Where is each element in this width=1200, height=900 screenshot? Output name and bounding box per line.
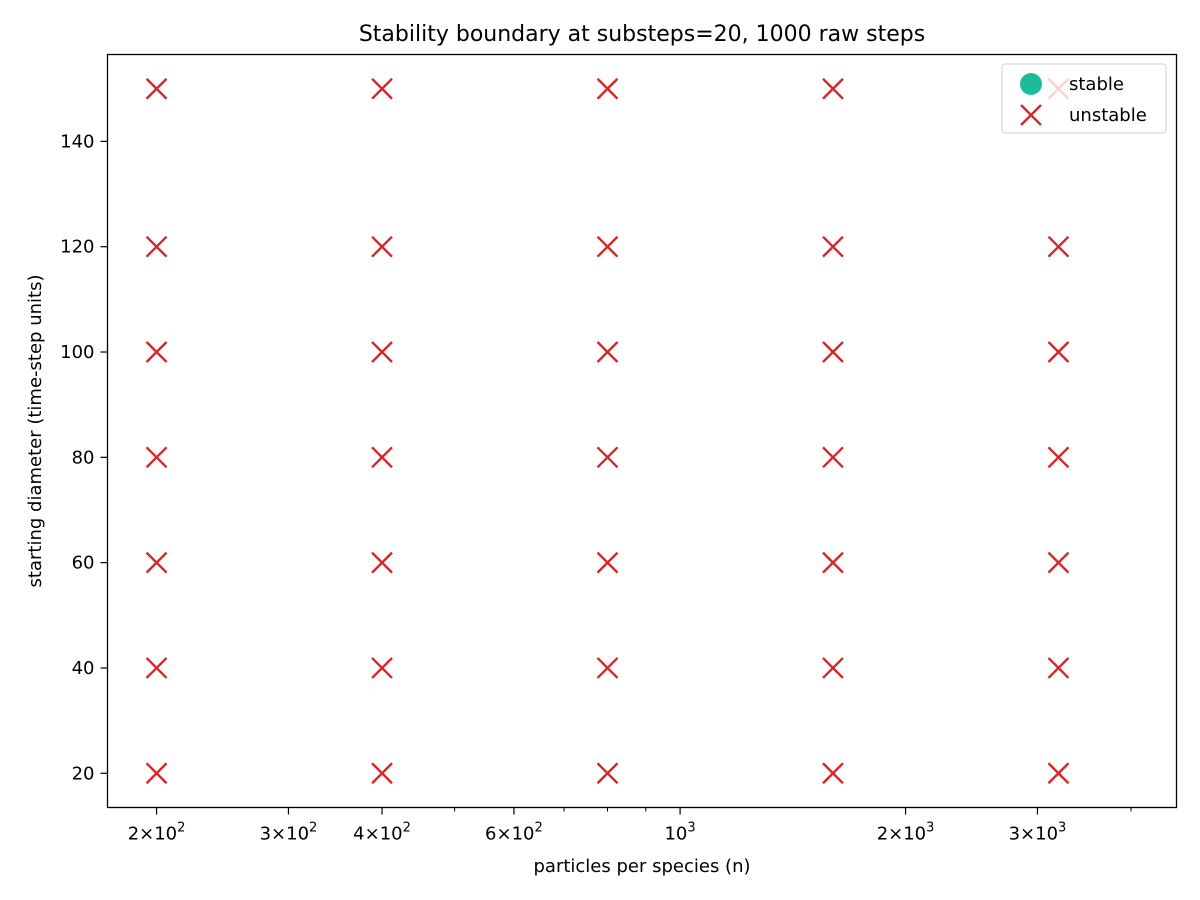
y-tick-label-20: 20	[72, 763, 95, 784]
x-marker-stroke	[371, 341, 393, 363]
data-point-unstable-800-20	[596, 762, 619, 785]
y-tick-label-80: 80	[72, 447, 95, 468]
x-marker-stroke	[596, 77, 619, 100]
data-point-unstable-400-100	[371, 341, 393, 363]
x-tick-label-3000: 3×103	[1009, 821, 1067, 845]
data-point-unstable-800-150	[596, 77, 619, 100]
data-point-unstable-800-100	[596, 341, 619, 363]
data-point-unstable-1600-120	[822, 235, 844, 258]
data-point-unstable-200-100	[145, 341, 168, 363]
x-tick-label-600: 6×102	[485, 821, 543, 845]
data-point-unstable-3200-80	[1047, 446, 1070, 469]
legend-stable-label: stable	[1069, 74, 1124, 95]
data-point-unstable-200-150	[145, 77, 168, 100]
x-marker-stroke	[371, 657, 393, 679]
data-point-unstable-1600-40	[822, 657, 844, 679]
data-point-unstable-800-40	[596, 657, 619, 679]
x-marker-stroke	[371, 551, 393, 574]
legend-unstable-label: unstable	[1069, 105, 1147, 126]
y-axis-label: starting diameter (time-step units)	[25, 275, 46, 588]
x-marker-stroke	[145, 77, 168, 100]
plot-marks	[145, 77, 1070, 785]
x-marker-stroke	[145, 341, 168, 363]
y-tick-label-40: 40	[72, 658, 95, 679]
x-marker-stroke	[145, 551, 168, 574]
x-marker-stroke	[596, 341, 619, 363]
x-marker-stroke	[596, 657, 619, 679]
data-point-unstable-1600-80	[822, 446, 844, 469]
legend: stable unstable	[1001, 63, 1167, 134]
data-point-unstable-200-20	[145, 762, 168, 785]
data-point-unstable-200-80	[145, 446, 168, 469]
y-axis-ticks: 20 40 60 80 100 120 140	[60, 131, 108, 784]
x-marker-stroke	[145, 762, 168, 785]
x-tick-label-1000: 103	[664, 821, 695, 845]
plot-frame	[106, 53, 1178, 809]
x-marker-stroke	[822, 551, 844, 574]
y-tick-label-120: 120	[60, 237, 94, 258]
x-marker-stroke	[1047, 341, 1070, 363]
x-marker-stroke	[822, 341, 844, 363]
x-marker-stroke	[596, 551, 619, 574]
data-point-unstable-400-150	[371, 77, 393, 100]
x-marker-stroke	[822, 77, 844, 100]
data-point-unstable-1600-100	[822, 341, 844, 363]
x-tick-label-300: 3×102	[260, 821, 318, 845]
x-marker-stroke	[822, 446, 844, 469]
x-marker-stroke	[371, 77, 393, 100]
data-point-unstable-800-60	[596, 551, 619, 574]
legend-box	[1001, 63, 1167, 134]
legend-x-stroke	[1020, 104, 1042, 126]
data-point-unstable-800-120	[596, 235, 619, 258]
data-point-unstable-200-40	[145, 657, 168, 679]
data-point-unstable-1600-150	[822, 77, 844, 100]
x-marker-stroke	[145, 657, 168, 679]
x-marker-stroke	[145, 235, 168, 258]
x-marker-stroke	[1047, 657, 1070, 679]
data-point-unstable-1600-60	[822, 551, 844, 574]
x-tick-label-200: 2×102	[128, 821, 186, 845]
data-point-unstable-3200-60	[1047, 551, 1070, 574]
x-marker-stroke	[596, 446, 619, 469]
data-point-unstable-400-80	[371, 446, 393, 469]
x-marker-stroke	[145, 446, 168, 469]
data-point-unstable-3200-100	[1047, 341, 1070, 363]
data-point-unstable-800-80	[596, 446, 619, 469]
data-point-unstable-400-40	[371, 657, 393, 679]
data-point-unstable-200-120	[145, 235, 168, 258]
x-marker-stroke	[371, 235, 393, 258]
y-tick-label-60: 60	[72, 553, 95, 574]
data-point-unstable-3200-120	[1047, 235, 1070, 258]
x-marker-stroke	[1047, 446, 1070, 469]
legend-stable-marker	[1020, 73, 1042, 95]
legend-unstable-marker	[1020, 104, 1042, 126]
data-point-unstable-400-60	[371, 551, 393, 574]
data-point-unstable-400-20	[371, 762, 393, 785]
x-marker-stroke	[822, 235, 844, 258]
x-marker-stroke	[371, 762, 393, 785]
x-marker-stroke	[1047, 235, 1070, 258]
y-tick-label-140: 140	[60, 131, 94, 152]
x-marker-stroke	[1047, 762, 1070, 785]
x-axis-label: particles per species (n)	[533, 856, 750, 877]
x-axis-ticks: 2×102 3×102 4×102 6×102 103 2×103 3×103	[128, 807, 1132, 845]
x-marker-stroke	[822, 762, 844, 785]
x-marker-stroke	[822, 657, 844, 679]
data-point-unstable-400-120	[371, 235, 393, 258]
data-point-unstable-200-60	[145, 551, 168, 574]
x-marker-stroke	[596, 235, 619, 258]
x-marker-stroke	[371, 446, 393, 469]
x-tick-label-400: 4×102	[353, 821, 411, 845]
data-point-unstable-3200-40	[1047, 657, 1070, 679]
data-point-unstable-1600-20	[822, 762, 844, 785]
x-tick-label-2000: 2×103	[877, 821, 935, 845]
x-marker-stroke	[596, 762, 619, 785]
y-tick-label-100: 100	[60, 342, 94, 363]
x-marker-stroke	[1047, 551, 1070, 574]
data-point-unstable-3200-20	[1047, 762, 1070, 785]
chart-title: Stability boundary at substeps=20, 1000 …	[359, 22, 925, 47]
